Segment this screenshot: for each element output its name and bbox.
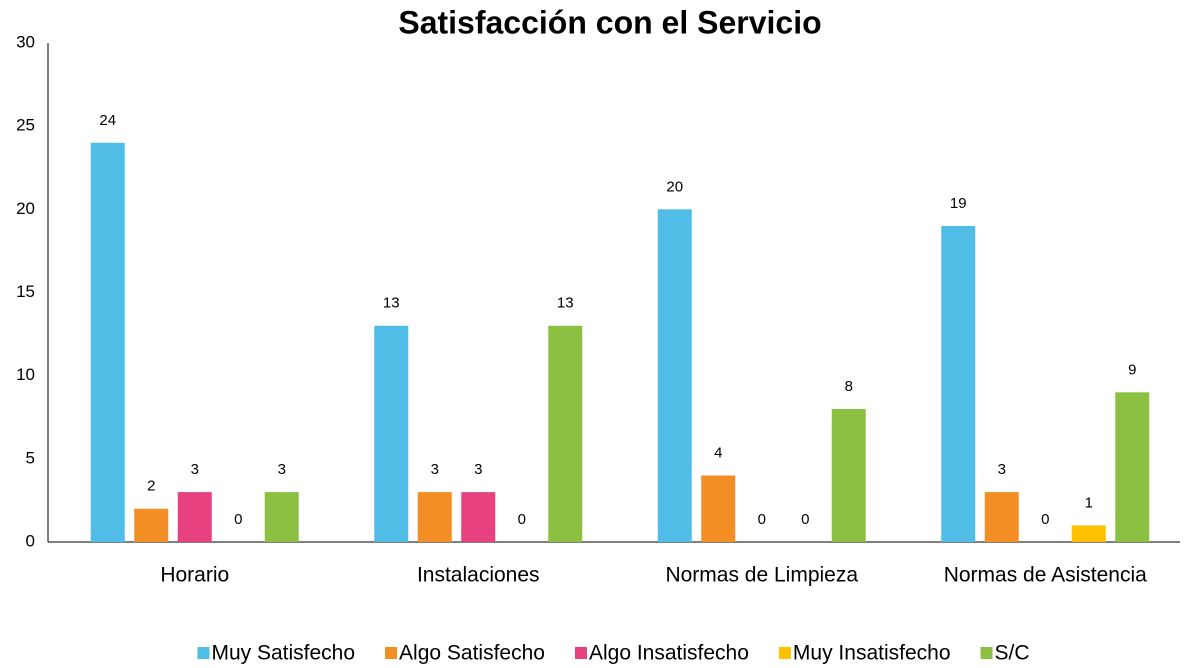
data-label: 9 [1128,361,1136,378]
data-label: 13 [383,295,400,312]
legend-swatch [197,647,210,659]
x-tick-label: Horario [160,564,229,587]
y-tick-label: 10 [16,365,35,384]
y-tick-label: 15 [16,282,35,301]
legend-swatch [385,647,398,659]
legend-swatch [980,647,993,659]
x-tick-label: Instalaciones [417,564,540,587]
legend-label: Algo Satisfecho [399,642,545,665]
bar [417,492,452,542]
data-label: 1 [1085,494,1093,511]
data-label: 0 [234,511,242,528]
data-label: 19 [950,195,967,212]
bar [657,209,692,543]
y-tick-label: 0 [26,531,35,550]
data-label: 13 [557,295,574,312]
bar [461,492,496,542]
data-label: 0 [518,511,526,528]
data-label: 0 [1041,511,1049,528]
data-label: 20 [666,178,683,195]
y-tick-label: 25 [16,116,35,135]
data-label: 3 [998,461,1006,478]
bar [374,325,409,542]
bar [701,475,736,542]
data-label: 4 [714,444,722,461]
legend-label: Muy Satisfecho [211,642,355,665]
y-tick-label: 30 [16,32,35,51]
data-label: 0 [801,511,809,528]
y-tick-label: 20 [16,199,35,218]
bar [177,492,212,542]
data-label: 2 [147,478,155,495]
data-label: 24 [99,112,116,129]
data-label: 3 [431,461,439,478]
y-tick-label: 5 [26,448,35,467]
legend-swatch [778,647,791,659]
legend-swatch [574,647,587,659]
bar [1071,525,1106,542]
legend-label: S/C [995,642,1030,665]
data-label: 3 [474,461,482,478]
bar [831,408,866,542]
legend-label: Algo Insatisfecho [589,642,749,665]
bar [1115,392,1150,542]
chart-title: Satisfacción con el Servicio [398,4,821,40]
x-tick-label: Normas de Limpieza [665,564,858,587]
bar [941,225,976,542]
bar [548,325,583,542]
x-tick-label: Normas de Asistencia [944,564,1147,587]
data-label: 8 [845,378,853,395]
bar [90,142,125,543]
bar [264,492,299,542]
data-label: 0 [758,511,766,528]
bar [984,492,1019,542]
data-label: 3 [278,461,286,478]
legend-label: Muy Insatisfecho [793,642,951,665]
data-label: 3 [191,461,199,478]
bar [134,508,169,542]
